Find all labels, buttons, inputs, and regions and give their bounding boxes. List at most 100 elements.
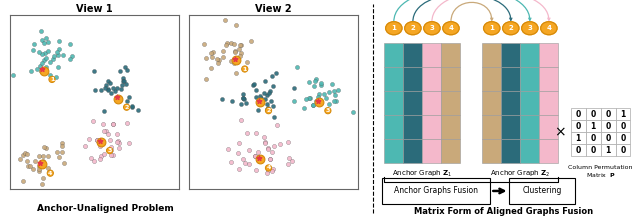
- Text: $\times$: $\times$: [554, 125, 566, 139]
- Point: [105, 138, 115, 142]
- Text: Clustering: Clustering: [522, 186, 562, 196]
- Point: [236, 51, 246, 54]
- Point: [230, 57, 240, 61]
- Text: Matrix Form of Aligned Graphs Fusion: Matrix Form of Aligned Graphs Fusion: [415, 207, 593, 216]
- Point: [84, 137, 94, 140]
- Point: [103, 89, 113, 92]
- Point: [36, 182, 47, 185]
- Point: [289, 87, 300, 90]
- Point: [53, 65, 63, 69]
- Bar: [501, 43, 520, 67]
- Circle shape: [386, 22, 402, 35]
- Point: [67, 54, 77, 58]
- Point: [23, 164, 33, 168]
- Bar: [571, 120, 586, 132]
- Bar: [403, 43, 422, 67]
- Point: [33, 165, 44, 168]
- Point: [305, 96, 315, 99]
- Point: [37, 39, 47, 42]
- Bar: [501, 67, 520, 91]
- Point: [108, 87, 118, 90]
- Bar: [540, 139, 558, 163]
- Point: [41, 56, 51, 59]
- Point: [227, 99, 237, 103]
- Bar: [384, 115, 403, 139]
- Point: [34, 154, 44, 157]
- Point: [36, 70, 47, 73]
- Text: Anchor-Unaligned Problem: Anchor-Unaligned Problem: [37, 204, 174, 213]
- Text: 3: 3: [108, 148, 112, 153]
- Point: [38, 145, 49, 149]
- Point: [65, 57, 75, 60]
- Point: [26, 69, 36, 73]
- Text: 0: 0: [605, 110, 611, 119]
- Point: [51, 75, 61, 79]
- Point: [267, 150, 277, 154]
- Point: [236, 54, 246, 57]
- Point: [234, 141, 244, 144]
- Point: [310, 79, 321, 83]
- Point: [37, 61, 47, 65]
- Point: [314, 100, 324, 104]
- Point: [99, 153, 109, 156]
- Point: [263, 169, 273, 172]
- Text: 0: 0: [605, 134, 611, 143]
- Bar: [520, 115, 540, 139]
- Bar: [442, 91, 461, 115]
- Point: [242, 131, 252, 135]
- Point: [260, 140, 270, 144]
- Bar: [520, 43, 540, 67]
- Bar: [520, 91, 540, 115]
- Point: [113, 139, 123, 143]
- Bar: [483, 115, 501, 139]
- Circle shape: [502, 22, 519, 35]
- Bar: [483, 43, 501, 67]
- Point: [236, 43, 246, 47]
- Point: [333, 88, 344, 92]
- Text: 1: 1: [50, 77, 54, 82]
- Point: [231, 23, 241, 27]
- Point: [316, 83, 326, 86]
- Point: [220, 19, 230, 22]
- Bar: [403, 115, 422, 139]
- Bar: [403, 91, 422, 115]
- Point: [313, 99, 323, 102]
- Point: [267, 75, 277, 78]
- Bar: [540, 115, 558, 139]
- Point: [58, 54, 68, 57]
- Point: [37, 53, 47, 56]
- Point: [29, 43, 39, 46]
- Point: [105, 81, 115, 85]
- Point: [319, 92, 329, 96]
- Point: [248, 84, 258, 87]
- Bar: [586, 120, 600, 132]
- Text: 0: 0: [605, 122, 611, 131]
- Bar: [422, 67, 442, 91]
- Text: 3: 3: [429, 25, 435, 31]
- Title: View 1: View 1: [76, 4, 113, 14]
- Point: [52, 151, 63, 154]
- Point: [228, 43, 239, 46]
- Text: 3: 3: [527, 25, 532, 31]
- Bar: [403, 67, 422, 91]
- Point: [106, 91, 116, 94]
- Point: [95, 145, 105, 148]
- Point: [36, 163, 47, 166]
- Point: [201, 77, 211, 81]
- Point: [112, 86, 122, 90]
- Point: [95, 157, 105, 161]
- Point: [244, 163, 255, 166]
- Point: [15, 157, 25, 160]
- Point: [108, 154, 118, 157]
- FancyArrowPatch shape: [432, 0, 550, 22]
- Bar: [381, 178, 490, 204]
- Point: [255, 94, 266, 98]
- FancyArrowPatch shape: [413, 0, 512, 22]
- Point: [113, 97, 124, 100]
- Point: [262, 148, 273, 151]
- Point: [233, 151, 243, 155]
- Point: [249, 82, 259, 85]
- Text: 4: 4: [449, 25, 454, 31]
- Point: [329, 99, 339, 103]
- Point: [229, 61, 239, 65]
